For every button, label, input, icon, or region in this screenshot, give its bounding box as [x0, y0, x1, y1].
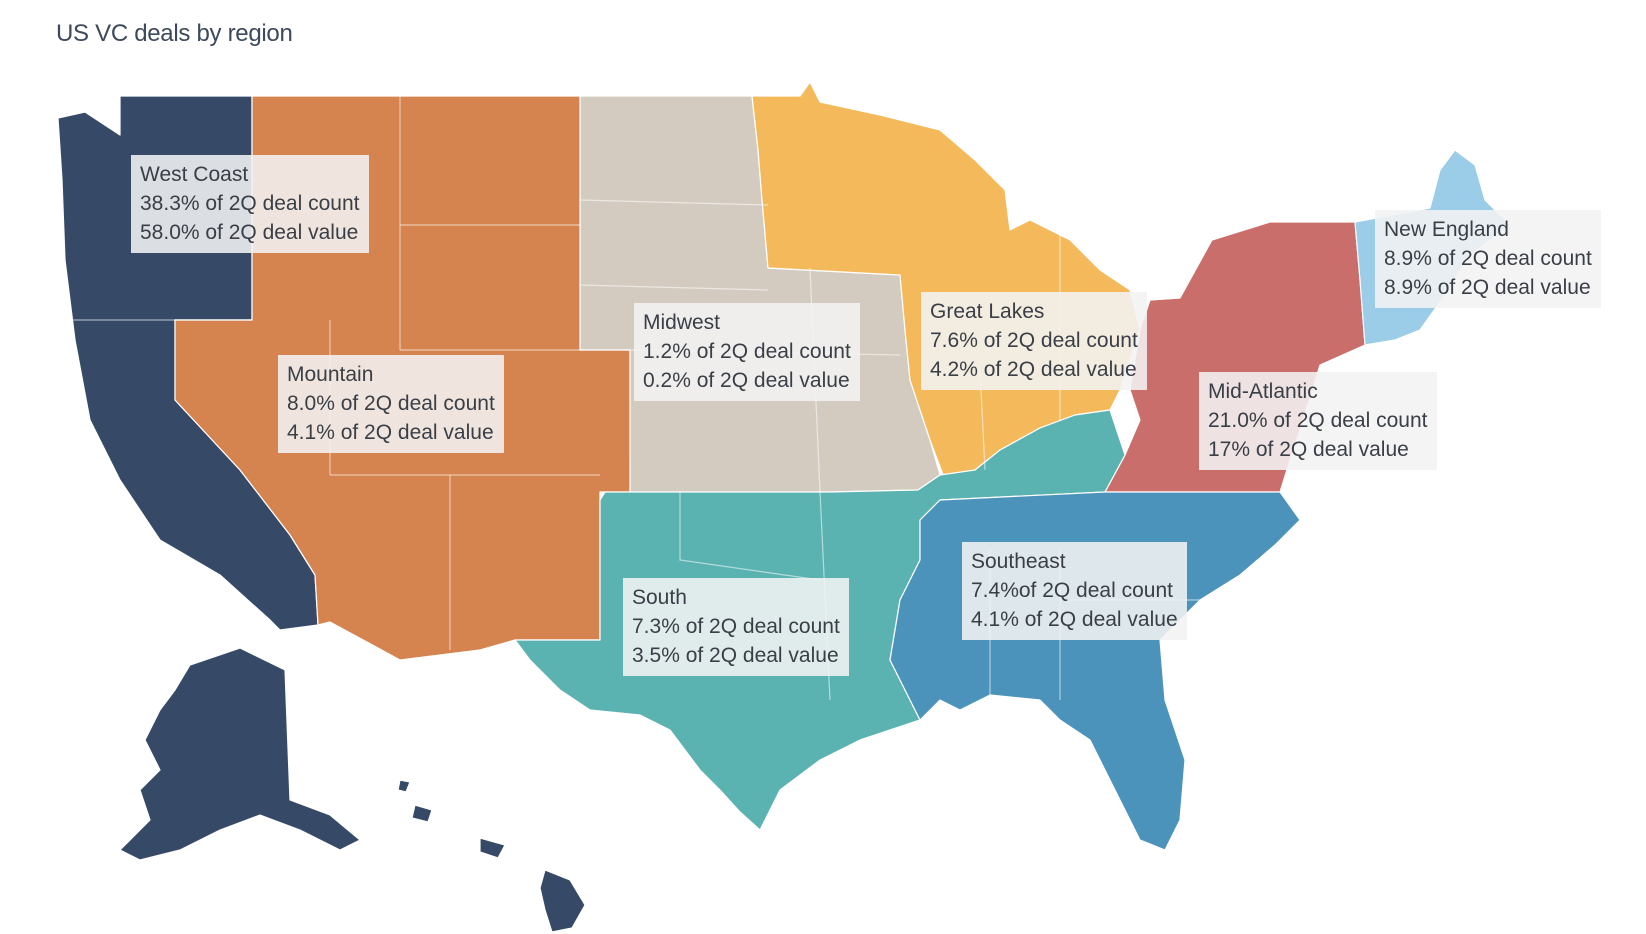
- deal-count: 38.3% of 2Q deal count: [140, 192, 360, 215]
- region-name: West Coast: [140, 163, 249, 186]
- label-southeast: Southeast 7.4%of 2Q deal count 4.1% of 2…: [962, 542, 1187, 640]
- region-name: New England: [1384, 218, 1509, 241]
- region-name: Mid-Atlantic: [1208, 380, 1318, 403]
- label-mid-atlantic: Mid-Atlantic 21.0% of 2Q deal count 17% …: [1199, 372, 1437, 470]
- region-name: Mountain: [287, 363, 374, 386]
- map-title: US VC deals by region: [56, 20, 293, 47]
- deal-value: 0.2% of 2Q deal value: [643, 369, 850, 392]
- deal-count: 7.4%of 2Q deal count: [971, 579, 1173, 602]
- label-south: South 7.3% of 2Q deal count 3.5% of 2Q d…: [623, 578, 849, 676]
- label-mountain: Mountain 8.0% of 2Q deal count 4.1% of 2…: [278, 355, 504, 453]
- deal-value: 8.9% of 2Q deal value: [1384, 276, 1591, 299]
- deal-count: 8.0% of 2Q deal count: [287, 392, 495, 415]
- deal-count: 8.9% of 2Q deal count: [1384, 247, 1592, 270]
- deal-count: 7.3% of 2Q deal count: [632, 615, 840, 638]
- label-great-lakes: Great Lakes 7.6% of 2Q deal count 4.2% o…: [921, 292, 1147, 390]
- deal-value: 4.1% of 2Q deal value: [287, 421, 494, 444]
- region-name: South: [632, 586, 687, 609]
- alaska-shape: [119, 647, 361, 861]
- label-west-coast: West Coast 38.3% of 2Q deal count 58.0% …: [131, 155, 369, 253]
- deal-value: 58.0% of 2Q deal value: [140, 221, 359, 244]
- label-new-england: New England 8.9% of 2Q deal count 8.9% o…: [1375, 210, 1601, 308]
- hawaii-shape: [397, 779, 586, 933]
- deal-value: 3.5% of 2Q deal value: [632, 644, 839, 667]
- deal-value: 17% of 2Q deal value: [1208, 438, 1409, 461]
- region-name: Midwest: [643, 311, 721, 334]
- deal-count: 1.2% of 2Q deal count: [643, 340, 851, 363]
- deal-count: 7.6% of 2Q deal count: [930, 329, 1138, 352]
- deal-value: 4.1% of 2Q deal value: [971, 608, 1178, 631]
- deal-value: 4.2% of 2Q deal value: [930, 358, 1137, 381]
- region-name: Great Lakes: [930, 300, 1045, 323]
- label-midwest: Midwest 1.2% of 2Q deal count 0.2% of 2Q…: [634, 303, 860, 401]
- deal-count: 21.0% of 2Q deal count: [1208, 409, 1428, 432]
- region-name: Southeast: [971, 550, 1066, 573]
